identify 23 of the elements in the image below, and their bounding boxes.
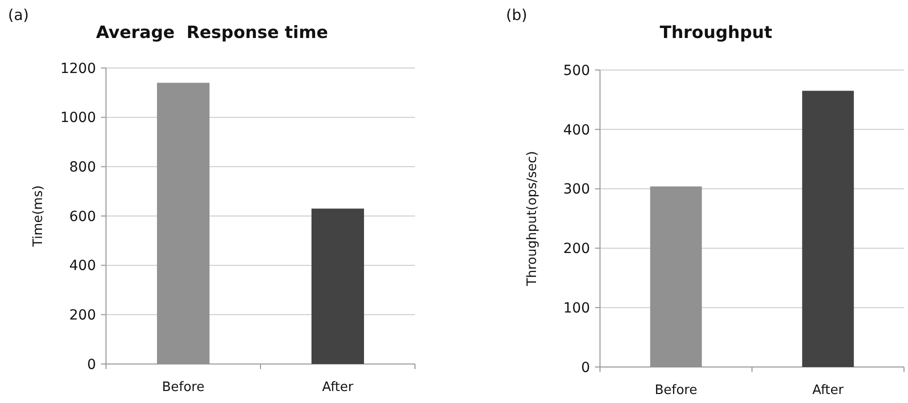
text: (a) <box>8 6 29 24</box>
y-tick-label: 500 <box>563 62 590 79</box>
x-tick-label: After <box>322 380 354 395</box>
y-tick-label: 100 <box>563 300 590 316</box>
y-tick-label: 400 <box>563 122 590 138</box>
y-tick-label: 200 <box>563 241 590 258</box>
y-tick-label: 1000 <box>60 110 96 126</box>
x-tick-label: After <box>812 383 844 398</box>
x-tick-label: Before <box>162 380 205 395</box>
y-axis-title: Time(ms) <box>31 185 46 248</box>
y-tick-label: 300 <box>563 182 590 198</box>
chart-title: Average Response time <box>96 23 328 43</box>
x-tick-label: Before <box>654 383 698 398</box>
y-tick-label: 800 <box>69 160 96 176</box>
y-tick-label: 400 <box>69 258 96 274</box>
text: (b) <box>506 6 528 24</box>
y-tick-label: 1200 <box>60 60 96 77</box>
y-tick-label: 0 <box>581 360 590 376</box>
y-axis-title: Throughput(ops/sec) <box>525 151 540 287</box>
y-tick-label: 600 <box>69 208 96 225</box>
chart-title: Throughput <box>660 23 772 43</box>
y-tick-label: 0 <box>87 356 96 373</box>
y-tick-label: 200 <box>69 308 96 324</box>
